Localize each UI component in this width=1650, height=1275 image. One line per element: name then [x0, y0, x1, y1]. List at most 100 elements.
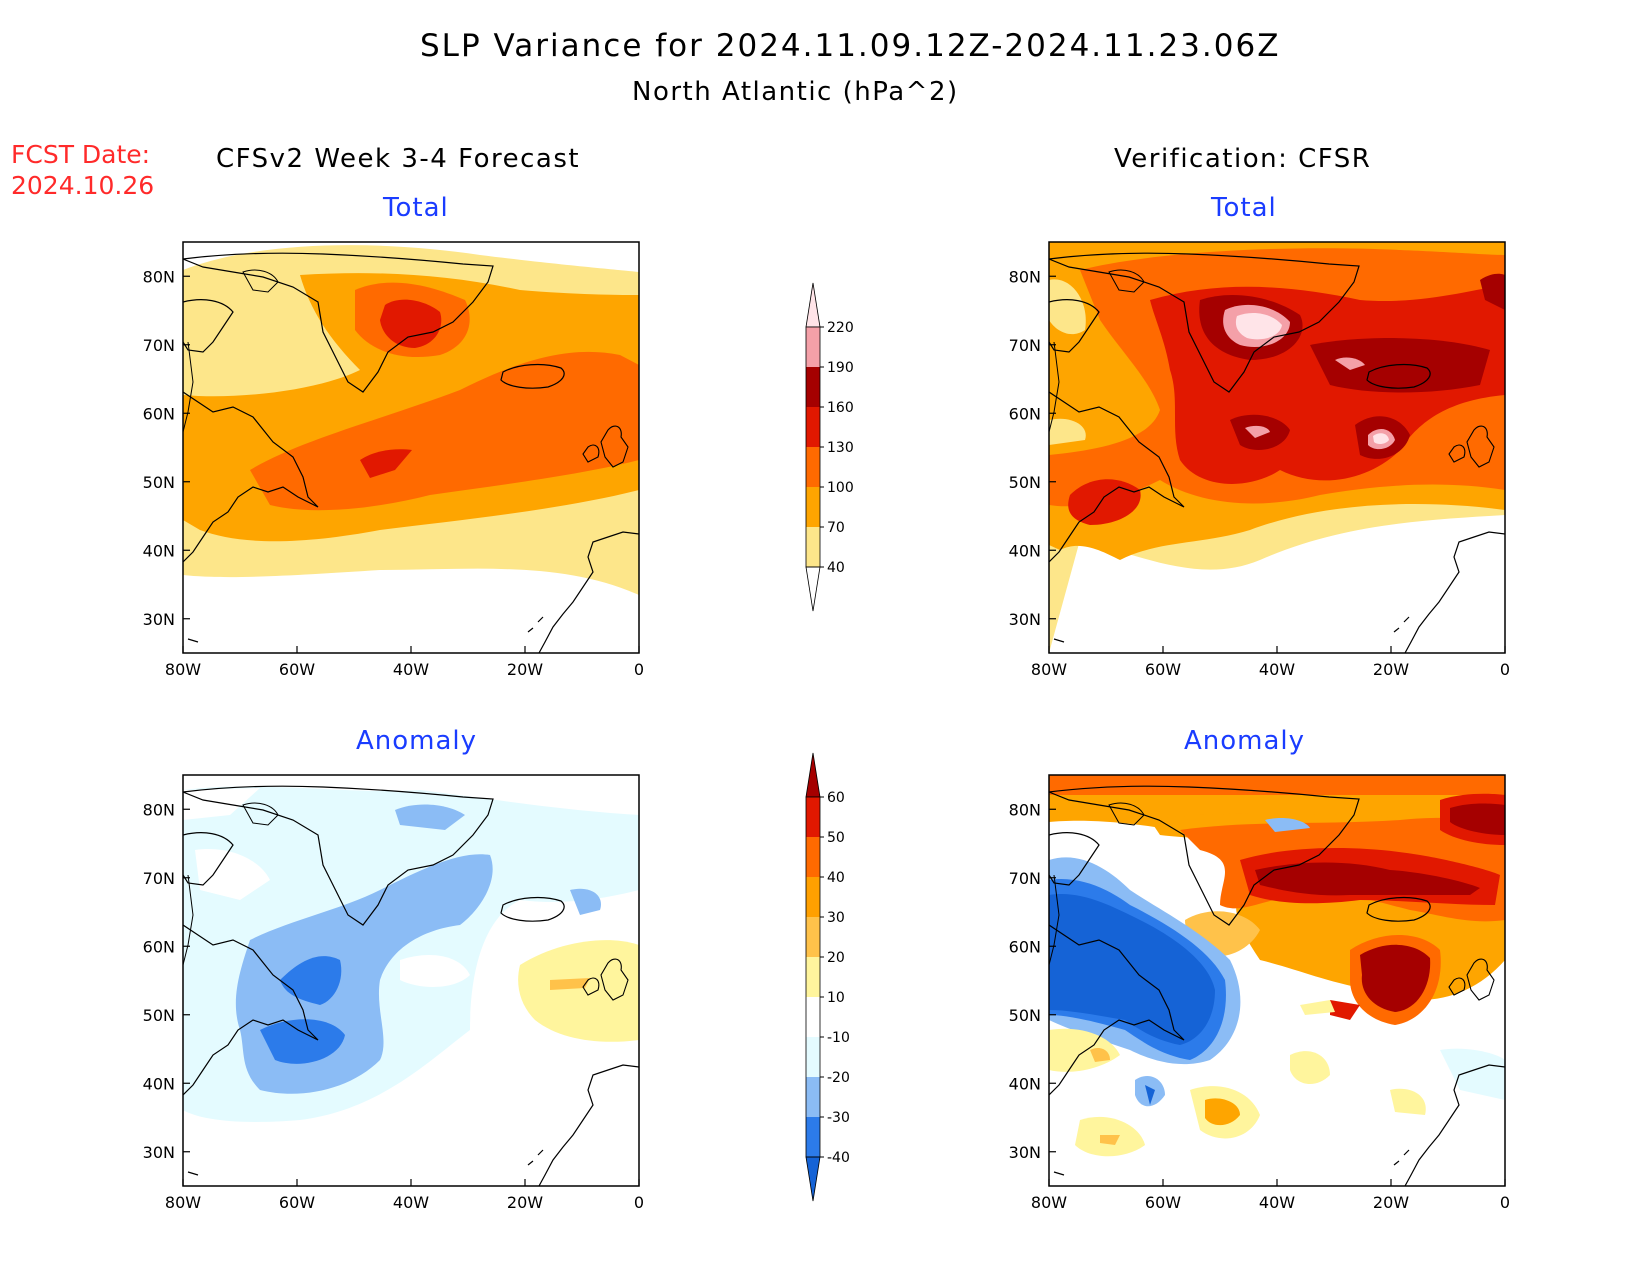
lon-tick-label: 20W — [1373, 660, 1409, 679]
colorbar-label: 30 — [827, 910, 845, 926]
lat-tick-label: 70N — [143, 869, 175, 888]
lat-tick-label: 30N — [143, 1143, 175, 1162]
verify-anomaly-axes: 80N 70N 60N 50N 40N 30N 80W 60W 40W 20W 0 — [1009, 800, 1510, 1212]
colorbar-box — [806, 877, 820, 917]
colorbar-box — [806, 1077, 820, 1117]
colorbar-box — [806, 917, 820, 957]
lat-tick-label: 70N — [1009, 336, 1041, 355]
lat-tick-label: 80N — [1009, 267, 1041, 286]
lat-tick-label: 60N — [143, 937, 175, 956]
colorbar-frame — [805, 796, 821, 1158]
colorbar-label: 100 — [827, 480, 854, 496]
lat-tick-label: 50N — [1009, 473, 1041, 492]
verify-total-map — [1049, 242, 1505, 653]
colorbar-label: 190 — [827, 360, 854, 376]
lon-tick-label: 60W — [279, 660, 315, 679]
colorbar-label: 130 — [827, 440, 854, 456]
total-colorbar: 40 70 100 130 160 190 220 — [805, 282, 854, 612]
forecast-total-title: Total — [383, 193, 449, 223]
lat-tick-label: 40N — [1009, 541, 1041, 560]
verification-heading: Verification: CFSR — [1114, 144, 1372, 174]
lat-tick-label: 40N — [1009, 1074, 1041, 1093]
lon-tick-label: 40W — [393, 1193, 429, 1212]
lon-tick-label: 80W — [165, 660, 201, 679]
verify-anomaly-map — [1049, 775, 1505, 1186]
colorbar-label: 160 — [827, 400, 854, 416]
lon-tick-label: 0 — [634, 660, 644, 679]
verify-total-title: Total — [1211, 193, 1277, 223]
forecast-heading: CFSv2 Week 3-4 Forecast — [216, 144, 581, 174]
colorbar-label: 40 — [827, 870, 845, 886]
colorbar-box — [806, 997, 820, 1037]
lon-tick-label: 80W — [165, 1193, 201, 1212]
colorbar-label: 50 — [827, 830, 845, 846]
lat-tick-label: 70N — [1009, 869, 1041, 888]
lon-tick-label: 40W — [393, 660, 429, 679]
lat-tick-label: 40N — [143, 541, 175, 560]
lat-tick-label: 80N — [1009, 800, 1041, 819]
colorbar-label: -30 — [827, 1110, 850, 1126]
colorbar-box — [806, 407, 820, 447]
forecast-total-axes: 80N 70N 60N 50N 40N 30N 80W 60W 40W 20W 0 — [143, 267, 644, 679]
forecast-anomaly-map — [183, 775, 639, 1186]
lat-tick-label: 30N — [1009, 610, 1041, 629]
colorbar-top-extend — [805, 282, 821, 328]
lat-tick-label: 40N — [143, 1074, 175, 1093]
colorbar-box — [806, 367, 820, 407]
lon-tick-label: 80W — [1031, 660, 1067, 679]
verify-anomaly-title: Anomaly — [1184, 726, 1306, 756]
fcst-date: 2024.10.26 — [11, 171, 155, 200]
lat-tick-label: 30N — [143, 610, 175, 629]
lat-tick-label: 60N — [1009, 937, 1041, 956]
lon-tick-label: 60W — [279, 1193, 315, 1212]
colorbar-label: 220 — [827, 320, 854, 336]
colorbar-box — [806, 957, 820, 997]
lat-tick-label: 70N — [143, 336, 175, 355]
colorbar-top-extend — [805, 752, 821, 798]
lat-tick-label: 80N — [143, 267, 175, 286]
lon-tick-label: 40W — [1259, 1193, 1295, 1212]
colorbar-box — [806, 487, 820, 527]
colorbar-label: 70 — [827, 520, 845, 536]
colorbar-box — [806, 797, 820, 837]
lon-tick-label: 20W — [1373, 1193, 1409, 1212]
colorbar-bottom-extend — [805, 1156, 821, 1202]
lat-tick-label: 50N — [1009, 1006, 1041, 1025]
lat-tick-label: 60N — [1009, 404, 1041, 423]
lat-tick-label: 50N — [143, 1006, 175, 1025]
lon-tick-label: 0 — [1500, 1193, 1510, 1212]
colorbar-label: -20 — [827, 1070, 850, 1086]
lon-tick-label: 60W — [1145, 1193, 1181, 1212]
colorbar-box — [806, 1117, 820, 1157]
lat-tick-label: 60N — [143, 404, 175, 423]
lon-tick-label: 40W — [1259, 660, 1295, 679]
colorbar-box — [806, 327, 820, 367]
fcst-label: FCST Date: — [11, 140, 151, 169]
lon-tick-label: 20W — [507, 660, 543, 679]
forecast-total-map — [183, 242, 639, 653]
lon-tick-label: 0 — [634, 1193, 644, 1212]
lat-tick-label: 80N — [143, 800, 175, 819]
lon-tick-label: 80W — [1031, 1193, 1067, 1212]
colorbar-box — [806, 1037, 820, 1077]
colorbar-box — [806, 527, 820, 567]
colorbar-bottom-extend — [805, 566, 821, 612]
lon-tick-label: 60W — [1145, 660, 1181, 679]
colorbar-label: 40 — [827, 560, 845, 576]
colorbar-label: 20 — [827, 950, 845, 966]
colorbar-box — [806, 447, 820, 487]
forecast-anomaly-title: Anomaly — [356, 726, 478, 756]
lat-tick-label: 50N — [143, 473, 175, 492]
anomaly-colorbar: -40 -30 -20 -10 10 20 30 40 50 60 — [805, 752, 850, 1202]
colorbar-label: 10 — [827, 990, 845, 1006]
lat-tick-label: 30N — [1009, 1143, 1041, 1162]
lon-tick-label: 0 — [1500, 660, 1510, 679]
forecast-anomaly-axes: 80N 70N 60N 50N 40N 30N 80W 60W 40W 20W 0 — [143, 800, 644, 1212]
verify-total-axes: 80N 70N 60N 50N 40N 30N 80W 60W 40W 20W 0 — [1009, 267, 1510, 679]
colorbar-label: -40 — [827, 1150, 850, 1166]
page-subtitle: North Atlantic (hPa^2) — [632, 77, 959, 107]
lon-tick-label: 20W — [507, 1193, 543, 1212]
colorbar-box — [806, 837, 820, 877]
page-title: SLP Variance for 2024.11.09.12Z-2024.11.… — [420, 28, 1281, 64]
